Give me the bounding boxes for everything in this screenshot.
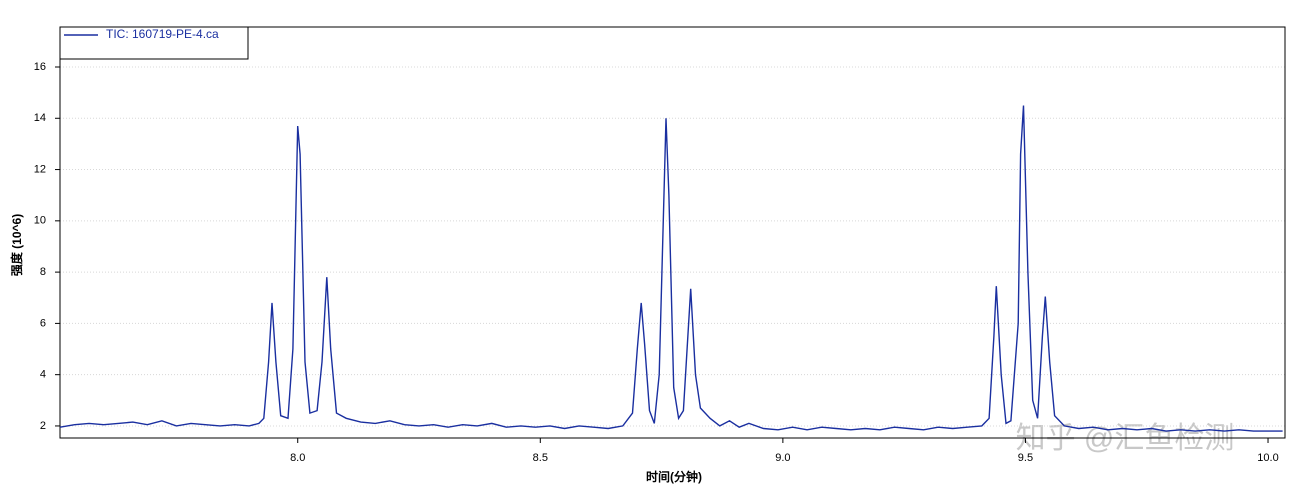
y-tick-label: 12 xyxy=(34,163,46,175)
x-tick-label: 10.0 xyxy=(1257,452,1278,464)
legend-label: TIC: 160719-PE-4.ca xyxy=(106,27,219,41)
series-line xyxy=(59,105,1283,432)
y-tick-label: 4 xyxy=(40,369,46,381)
y-tick-label: 14 xyxy=(34,112,46,124)
y-tick-label: 6 xyxy=(40,317,46,329)
x-tick-label: 8.0 xyxy=(290,452,305,464)
x-tick-label: 9.5 xyxy=(1018,452,1033,464)
legend-box xyxy=(59,26,249,60)
y-axis-label: 强度 (10^6) xyxy=(9,214,24,276)
y-tick-label: 10 xyxy=(34,215,46,227)
y-tick-label: 2 xyxy=(40,420,46,432)
y-tick-label: 8 xyxy=(40,266,46,278)
x-tick-label: 8.5 xyxy=(533,452,548,464)
x-tick-label: 9.0 xyxy=(775,452,790,464)
plot-frame xyxy=(59,26,1286,439)
y-tick-label: 16 xyxy=(34,61,46,73)
x-axis-label: 时间(分钟) xyxy=(646,469,702,484)
